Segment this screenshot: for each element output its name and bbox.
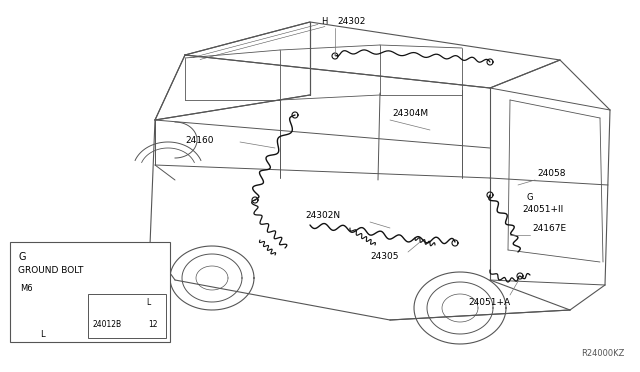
- Text: L: L: [40, 330, 45, 339]
- Text: 24051+II: 24051+II: [522, 205, 563, 214]
- Text: L: L: [147, 298, 151, 307]
- Text: 24302: 24302: [337, 17, 365, 26]
- Bar: [88, 294, 166, 338]
- Text: GROUND BOLT: GROUND BOLT: [18, 266, 83, 275]
- Text: 24302N: 24302N: [305, 211, 340, 220]
- Text: 24012B: 24012B: [92, 320, 121, 329]
- Bar: [10, 242, 170, 342]
- Text: 24304M: 24304M: [392, 109, 428, 118]
- Text: 24167E: 24167E: [532, 224, 566, 233]
- Text: G: G: [527, 193, 534, 202]
- Text: 24305: 24305: [370, 252, 399, 261]
- Text: 24051+A: 24051+A: [468, 298, 510, 307]
- Text: M6: M6: [20, 284, 33, 293]
- Text: 24160: 24160: [185, 135, 214, 144]
- Text: 12: 12: [148, 320, 158, 329]
- Text: 24058: 24058: [537, 169, 566, 178]
- Text: H: H: [322, 17, 328, 26]
- Text: G: G: [18, 252, 26, 262]
- Text: R24000KZ: R24000KZ: [582, 349, 625, 358]
